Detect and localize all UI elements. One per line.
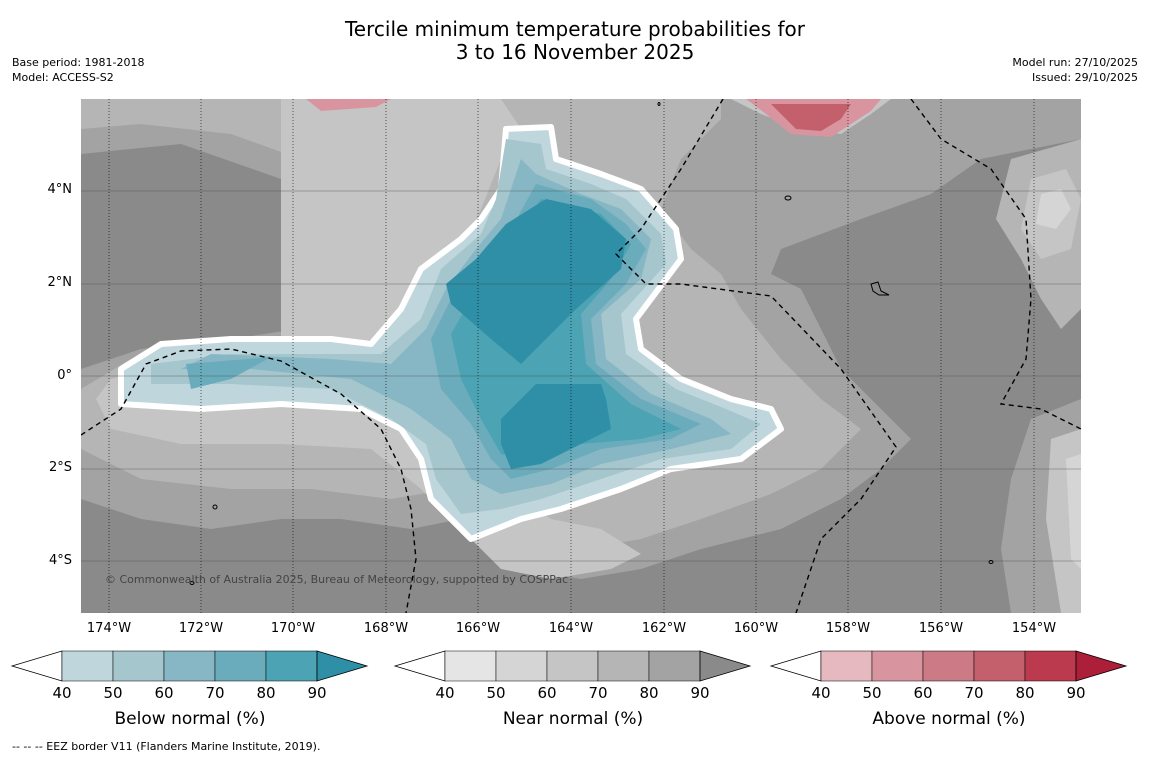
above-normal-region xyxy=(771,104,851,131)
map-panel: © Commonwealth of Australia 2025, Bureau… xyxy=(81,99,1081,613)
lon-label: 166°W xyxy=(455,621,501,636)
below-normal-region xyxy=(186,357,271,389)
colorbar-above-tick: 70 xyxy=(964,684,984,702)
model-name: Model: ACCESS-S2 xyxy=(12,71,114,84)
lat-label: 2°N xyxy=(47,275,73,290)
lon-label: 172°W xyxy=(178,621,224,636)
lon-label: 168°W xyxy=(363,621,409,636)
title-line-2: 3 to 16 November 2025 xyxy=(455,40,695,64)
lon-label: 160°W xyxy=(733,621,779,636)
colorbar-near-min-arrow xyxy=(393,650,446,682)
colorbar-near-swatch xyxy=(546,650,599,682)
model-run: Model run: 27/10/2025 xyxy=(1012,56,1138,69)
lon-label: 174°W xyxy=(86,621,132,636)
colorbar-near-swatch xyxy=(444,650,497,682)
colorbar-above-tick: 80 xyxy=(1015,684,1035,702)
above-normal-region xyxy=(306,99,391,111)
islands xyxy=(189,102,994,585)
colorbar-below-tick: 60 xyxy=(154,684,174,702)
near-normal-region xyxy=(1036,189,1071,229)
colorbar-below-swatch xyxy=(163,650,216,682)
near-normal-region xyxy=(96,99,641,579)
colorbar-below-swatch xyxy=(265,650,318,682)
colorbars xyxy=(10,650,1128,682)
colorbar-above-swatch xyxy=(820,650,873,682)
lon-label: 154°W xyxy=(1011,621,1057,636)
lon-label: 156°W xyxy=(918,621,964,636)
colorbar-near-swatch xyxy=(597,650,650,682)
lon-label: 158°W xyxy=(825,621,871,636)
colorbar-above-swatch xyxy=(973,650,1026,682)
lat-label: 4°S xyxy=(48,553,72,568)
below-normal-region xyxy=(446,199,626,364)
colorbar-below xyxy=(10,650,369,682)
colorbar-above-swatch xyxy=(1024,650,1077,682)
colorbar-above-max-arrow xyxy=(1075,650,1128,682)
colorbar-near-swatch xyxy=(648,650,701,682)
colorbar-near-tick: 90 xyxy=(690,684,710,702)
base-period: Base period: 1981-2018 xyxy=(12,56,145,69)
colorbar-below-tick: 40 xyxy=(52,684,72,702)
colorbar-near-tick: 50 xyxy=(486,684,506,702)
colorbar-above-tick: 40 xyxy=(811,684,831,702)
colorbar-below-tick: 70 xyxy=(205,684,225,702)
latitude-lines xyxy=(81,190,1081,562)
colorbar-below-title: Below normal (%) xyxy=(114,709,266,729)
colorbar-above-swatch xyxy=(871,650,924,682)
colorbar-below-tick: 50 xyxy=(103,684,123,702)
colorbar-near-tick: 60 xyxy=(537,684,557,702)
colorbar-below-tick: 90 xyxy=(307,684,327,702)
title-line-1: Tercile minimum temperature probabilitie… xyxy=(344,17,806,41)
colorbar-above-min-arrow xyxy=(769,650,822,682)
meta-left: Base period: 1981-2018 Model: ACCESS-S2 xyxy=(12,55,144,85)
lon-label: 164°W xyxy=(548,621,594,636)
colorbar-above xyxy=(769,650,1128,682)
colorbar-near-swatch xyxy=(495,650,548,682)
colorbar-near-tick: 80 xyxy=(639,684,659,702)
colorbar-near-title: Near normal (%) xyxy=(502,709,644,729)
eez-footnote: -- -- -- EEZ border V11 (Flanders Marine… xyxy=(12,740,321,753)
colorbar-above-swatch xyxy=(922,650,975,682)
lat-label: 0° xyxy=(57,368,72,383)
colorbar-below-tick: 80 xyxy=(256,684,276,702)
lat-label: 2°S xyxy=(48,460,72,475)
lat-label: 4°N xyxy=(47,182,73,197)
colorbar-below-swatch xyxy=(112,650,165,682)
colorbar-near-max-arrow xyxy=(699,650,752,682)
colorbar-below-min-arrow xyxy=(10,650,63,682)
colorbar-above-tick: 60 xyxy=(913,684,933,702)
colorbar-below-swatch xyxy=(61,650,114,682)
lon-label: 170°W xyxy=(270,621,316,636)
lon-label: 162°W xyxy=(641,621,687,636)
colorbar-above-title: Above normal (%) xyxy=(872,709,1026,729)
eez-borders xyxy=(81,99,1081,613)
meta-right: Model run: 27/10/2025 Issued: 29/10/2025 xyxy=(1012,55,1138,85)
colorbar-below-swatch xyxy=(214,650,267,682)
issued-date: Issued: 29/10/2025 xyxy=(1031,71,1138,84)
colorbar-near-tick: 70 xyxy=(588,684,608,702)
near-normal-region xyxy=(1066,454,1081,569)
colorbar-above-tick: 50 xyxy=(862,684,882,702)
copyright-notice: © Commonwealth of Australia 2025, Bureau… xyxy=(105,573,568,586)
chart-title: Tercile minimum temperature probabilitie… xyxy=(0,18,1150,64)
colorbar-near xyxy=(393,650,752,682)
below-normal-region xyxy=(501,384,611,469)
colorbar-below-max-arrow xyxy=(316,650,369,682)
colorbar-near-tick: 40 xyxy=(435,684,455,702)
colorbar-above-tick: 90 xyxy=(1066,684,1086,702)
